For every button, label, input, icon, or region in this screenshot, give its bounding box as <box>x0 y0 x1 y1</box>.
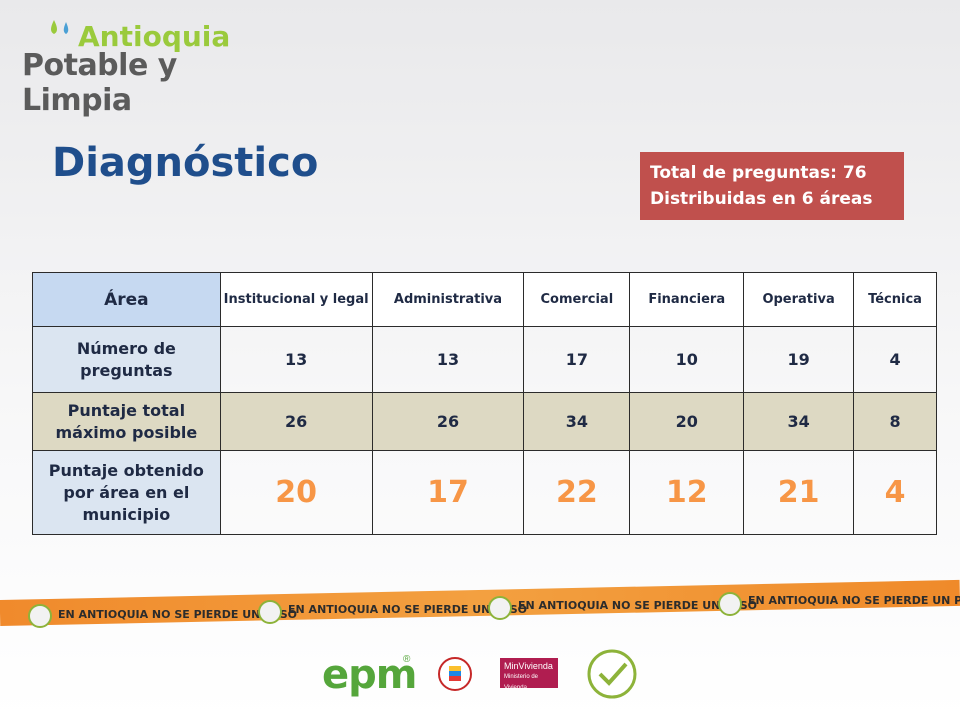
table-cell: 34 <box>743 392 855 451</box>
table-row: Puntaje obtenido por área en el municipi… <box>32 450 937 535</box>
table-cell: 17 <box>523 326 631 393</box>
row-label: Puntaje obtenido por área en el municipi… <box>32 450 221 535</box>
table-cell: 34 <box>523 392 631 451</box>
table-cell: 10 <box>629 326 745 393</box>
table-cell: 20 <box>629 392 745 451</box>
header-cell: Comercial <box>523 272 631 327</box>
table-row: Puntaje total máximo posible 26 26 34 20… <box>32 392 937 451</box>
footer-logos: epm ® MinVivienda Ministerio de Vivienda <box>0 640 960 720</box>
header-cell: Técnica <box>853 272 937 327</box>
row-label: Número de preguntas <box>32 326 221 393</box>
logo-line-2: Potable y Limpia <box>22 48 177 118</box>
score-cell: 21 <box>743 450 855 535</box>
score-cell: 17 <box>371 450 525 535</box>
banner-text: EN ANTIOQUIA NO SE PIERDE UN PESO <box>288 603 528 616</box>
seal-icon <box>258 600 282 624</box>
table-row: Número de preguntas 13 13 17 10 19 4 <box>32 326 937 393</box>
water-drops-icon <box>51 20 69 34</box>
score-cell: 4 <box>853 450 937 535</box>
slogan-banner: EN ANTIOQUIA NO SE PIERDE UN PESO EN ANT… <box>0 579 960 638</box>
table-cell: 4 <box>853 326 937 393</box>
banner-text: EN ANTIOQUIA NO SE PIERDE UN PESO <box>58 608 298 621</box>
diagnostic-table: Área Institucional y legal Administrativ… <box>32 272 937 535</box>
antioquia-potable-logo: Antioquia Potable y Limpia <box>22 12 282 118</box>
score-cell: 22 <box>523 450 631 535</box>
summary-line-2: Distribuidas en 6 áreas <box>650 189 873 209</box>
minvivienda-subtitle: Ministerio de Vivienda <box>504 674 539 691</box>
summary-box: Total de preguntas: 76 Distribuidas en 6… <box>640 152 904 220</box>
antioquia-educada-icon <box>587 649 637 699</box>
score-cell: 12 <box>629 450 745 535</box>
colombia-shield-icon <box>438 657 472 691</box>
header-cell: Institucional y legal <box>219 272 373 327</box>
row-label: Puntaje total máximo posible <box>32 392 221 451</box>
table-header-row: Área Institucional y legal Administrativ… <box>32 272 937 327</box>
table-cell: 26 <box>371 392 525 451</box>
epm-logo: epm <box>322 652 417 698</box>
table-cell: 13 <box>371 326 525 393</box>
minvivienda-title: MinVivienda <box>504 661 553 671</box>
banner-text: EN ANTIOQUIA NO SE PIERDE UN PESO <box>518 599 758 612</box>
table-cell: 26 <box>219 392 373 451</box>
page-title: Diagnóstico <box>52 140 319 186</box>
score-cell: 20 <box>219 450 373 535</box>
table-cell: 19 <box>743 326 855 393</box>
header-cell: Financiera <box>629 272 745 327</box>
header-cell: Administrativa <box>371 272 525 327</box>
table-cell: 13 <box>219 326 373 393</box>
seal-icon <box>28 604 52 628</box>
header-cell: Área <box>32 272 221 327</box>
seal-icon <box>488 596 512 620</box>
header-cell: Operativa <box>743 272 855 327</box>
registered-mark: ® <box>403 654 411 665</box>
table-cell: 8 <box>853 392 937 451</box>
seal-icon <box>718 592 742 616</box>
minvivienda-logo: MinVivienda Ministerio de Vivienda <box>500 658 558 691</box>
banner-text: EN ANTIOQUIA NO SE PIERDE UN PESO <box>748 594 960 607</box>
summary-line-1: Total de preguntas: 76 <box>650 163 867 183</box>
logo-line-1: Antioquia <box>78 20 231 53</box>
